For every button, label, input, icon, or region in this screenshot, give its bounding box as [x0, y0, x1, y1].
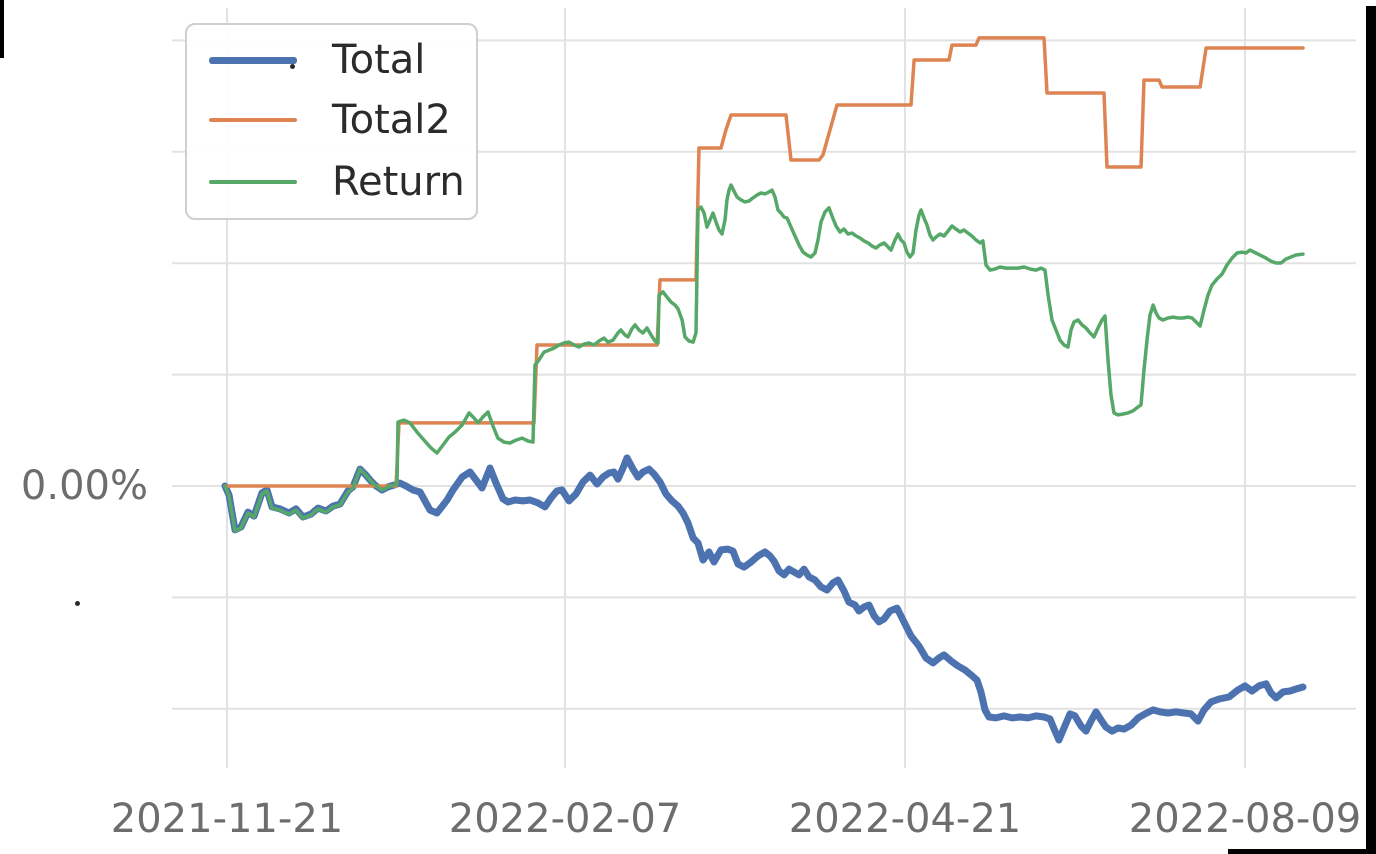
series-line-total: [221, 454, 1307, 744]
legend: Total Total2 Return: [185, 23, 478, 220]
legend-line-sample-return: [209, 180, 297, 184]
speck-artifact: [75, 601, 80, 606]
x-tick-label-2022-08-09: 2022-08-09: [1128, 796, 1362, 842]
speck-artifact: [290, 64, 295, 69]
x-tick-label-2022-02-07: 2022-02-07: [448, 796, 682, 842]
legend-item-total2: Total2: [187, 92, 476, 148]
legend-item-return: Return: [187, 154, 476, 210]
x-tick-label-2021-11-21: 2021-11-21: [110, 796, 344, 842]
window-edge-right: [1366, 6, 1376, 854]
legend-label-total2: Total2: [332, 97, 451, 143]
y-tick-label-zero: 0.00%: [20, 463, 148, 509]
legend-line-sample-total: [209, 56, 297, 64]
x-tick-label-2022-04-21: 2022-04-21: [788, 796, 1022, 842]
legend-item-total: Total: [187, 32, 476, 88]
legend-label-total: Total: [332, 37, 426, 83]
legend-line-sample-total2: [209, 118, 297, 122]
series-line-return: [223, 183, 1305, 533]
window-edge-bottom: [1228, 849, 1376, 854]
legend-label-return: Return: [332, 159, 465, 205]
window-edge-top-left: [0, 0, 4, 58]
